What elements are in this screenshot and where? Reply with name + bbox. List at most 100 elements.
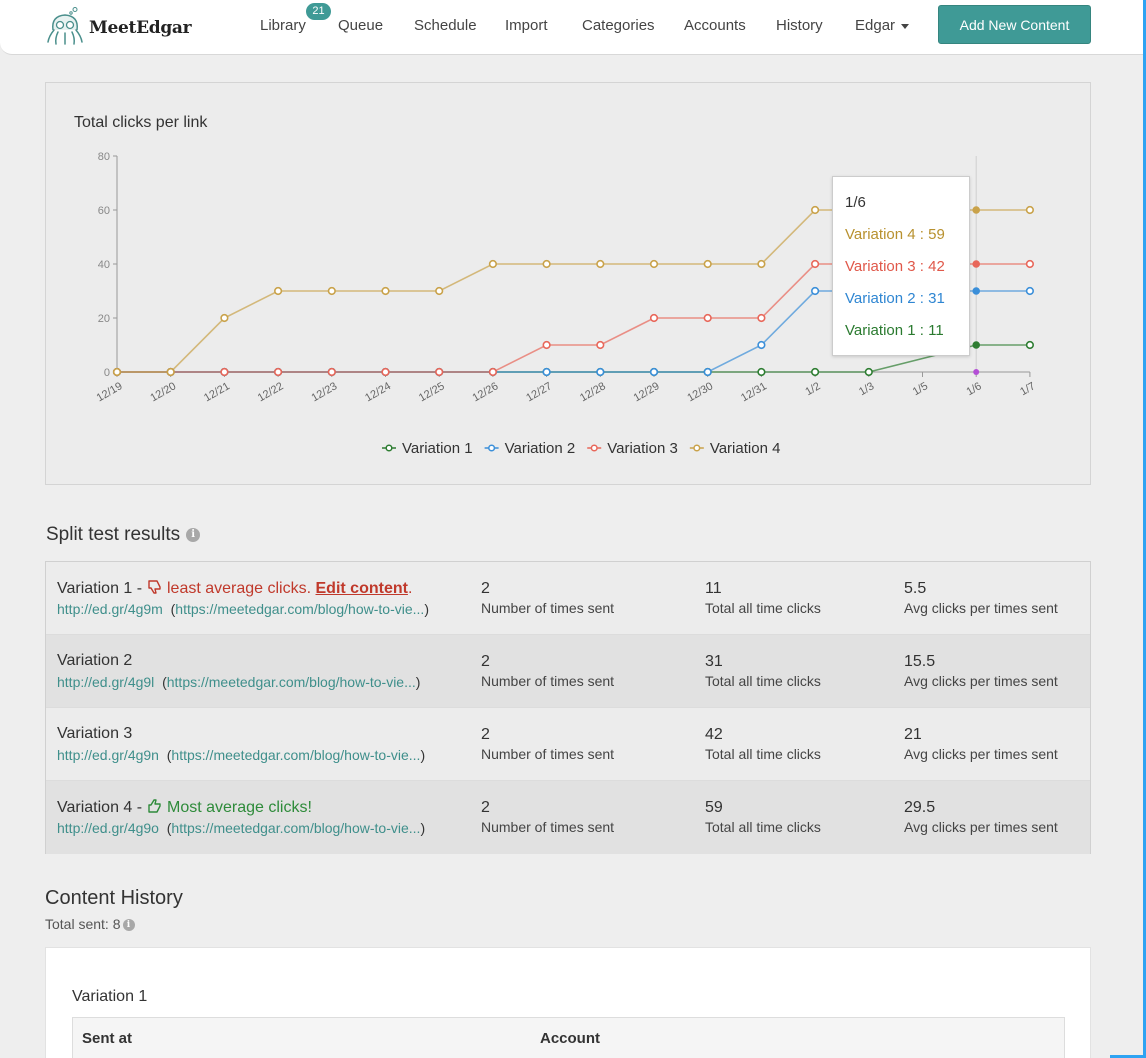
data-point xyxy=(757,340,766,350)
hover-marker xyxy=(973,369,980,375)
total-clicks-value: 31 xyxy=(705,653,723,670)
data-point xyxy=(649,367,659,377)
col-sent-at[interactable]: Sent at xyxy=(82,1030,133,1047)
library-count-badge: 21 xyxy=(306,3,331,20)
logo-text: MeetEdgar xyxy=(89,18,192,38)
long-link[interactable]: https://meetedgar.com/blog/how-to-vie... xyxy=(175,601,425,617)
data-point xyxy=(542,367,551,377)
times-sent-label: Number of times sent xyxy=(481,673,615,689)
data-point xyxy=(166,367,175,377)
short-link[interactable]: http://ed.gr/4g9m xyxy=(57,601,163,617)
short-link[interactable]: http://ed.gr/4g9o xyxy=(57,820,159,836)
nav-schedule[interactable]: Schedule xyxy=(414,17,477,34)
total-clicks-stat: 42 Total all time clicks xyxy=(705,726,821,762)
data-point xyxy=(810,259,820,269)
data-point xyxy=(435,286,444,296)
data-point xyxy=(1025,205,1035,215)
variation-name: Variation 2 xyxy=(57,652,133,669)
long-link[interactable]: https://meetedgar.com/blog/how-to-vie... xyxy=(171,820,421,836)
short-link[interactable]: http://ed.gr/4g9n xyxy=(57,747,159,763)
info-icon[interactable]: i xyxy=(186,527,201,542)
data-point xyxy=(220,367,229,377)
variation-links: http://ed.gr/4g9o (https://meetedgar.com… xyxy=(57,820,426,836)
y-tick-label: 40 xyxy=(98,259,110,271)
top-navbar: MeetEdgar Library 21 Queue Schedule Impo… xyxy=(0,0,1143,55)
x-tick-label: 12/23 xyxy=(309,380,339,404)
data-point xyxy=(757,367,766,377)
avg-clicks-label: Avg clicks per times sent xyxy=(904,600,1058,616)
data-point xyxy=(112,367,122,377)
data-point xyxy=(1025,259,1035,269)
avg-clicks-label: Avg clicks per times sent xyxy=(904,746,1058,762)
split-test-results-table: Variation 1 - least average clicks. Edit… xyxy=(45,561,1091,854)
data-point xyxy=(972,206,981,214)
x-tick-label: 1/6 xyxy=(964,380,983,398)
x-tick-label: 12/20 xyxy=(148,380,178,404)
data-point xyxy=(972,341,981,349)
data-point xyxy=(757,259,766,269)
nav-history[interactable]: History xyxy=(776,17,823,34)
times-sent-stat: 2 Number of times sent xyxy=(481,653,614,689)
long-link[interactable]: https://meetedgar.com/blog/how-to-vie... xyxy=(171,747,421,763)
nav-import[interactable]: Import xyxy=(505,17,548,34)
avg-clicks-stat: 15.5 Avg clicks per times sent xyxy=(904,653,1058,689)
add-new-content-button[interactable]: Add New Content xyxy=(938,5,1091,44)
nav-categories[interactable]: Categories xyxy=(582,17,655,34)
total-clicks-value: 42 xyxy=(705,726,723,743)
x-tick-label: 12/28 xyxy=(578,380,608,404)
x-tick-label: 1/2 xyxy=(803,380,822,398)
result-row: Variation 1 - least average clicks. Edit… xyxy=(46,562,1090,635)
data-point xyxy=(703,313,712,323)
total-clicks-value: 59 xyxy=(705,799,723,816)
window-border xyxy=(1143,0,1146,1058)
tooltip-line: Variation 4 : 59 xyxy=(845,226,945,243)
variation-links: http://ed.gr/4g9n (https://meetedgar.com… xyxy=(57,747,426,763)
avg-clicks-stat: 29.5 Avg clicks per times sent xyxy=(904,799,1058,835)
x-tick-label: 1/3 xyxy=(857,380,876,398)
history-variation-title: Variation 1 xyxy=(72,988,148,1005)
short-link[interactable]: http://ed.gr/4g9l xyxy=(57,674,155,690)
y-tick-label: 20 xyxy=(98,313,110,325)
data-point xyxy=(274,286,283,296)
x-tick-label: 12/22 xyxy=(256,380,286,404)
data-point xyxy=(972,287,981,295)
edit-content-suffix: . xyxy=(407,580,413,597)
most-clicks-text: Most average clicks! xyxy=(166,799,312,816)
legend-label: Variation 4 xyxy=(710,440,781,457)
x-tick-label: 12/29 xyxy=(632,380,662,404)
data-point xyxy=(703,367,712,377)
variation-links: http://ed.gr/4g9l (https://meetedgar.com… xyxy=(57,674,421,690)
data-point xyxy=(864,367,873,377)
nav-user-menu[interactable]: Edgar xyxy=(855,17,910,34)
variation-name: Variation 4 - Most average clicks! xyxy=(57,798,312,817)
user-name: Edgar xyxy=(855,17,896,34)
total-clicks-value: 11 xyxy=(705,580,722,597)
chart-panel: Total clicks per link 0 20 40 60 80 12/19 12/2… xyxy=(45,82,1091,485)
y-tick-label: 80 xyxy=(98,151,110,163)
most-clicks-note: Most average clicks! xyxy=(147,799,312,816)
x-tick-label: 12/27 xyxy=(524,380,554,404)
long-link[interactable]: https://meetedgar.com/blog/how-to-vie... xyxy=(166,674,416,690)
times-sent-label: Number of times sent xyxy=(481,819,615,835)
avg-clicks-label: Avg clicks per times sent xyxy=(904,673,1058,689)
x-tick-label: 1/7 xyxy=(1018,380,1037,398)
times-sent-stat: 2 Number of times sent xyxy=(481,580,614,616)
times-sent-value: 2 xyxy=(481,580,490,597)
nav-library[interactable]: Library xyxy=(260,17,306,34)
logo[interactable]: MeetEdgar xyxy=(45,6,192,46)
avg-clicks-value: 29.5 xyxy=(904,799,936,816)
times-sent-value: 2 xyxy=(481,799,490,816)
nav-accounts[interactable]: Accounts xyxy=(684,17,746,34)
times-sent-value: 2 xyxy=(481,726,490,743)
total-clicks-stat: 59 Total all time clicks xyxy=(705,799,821,835)
result-row: Variation 4 - Most average clicks! http:… xyxy=(46,781,1090,854)
nav-queue[interactable]: Queue xyxy=(338,17,384,34)
x-tick-label: 12/26 xyxy=(471,380,501,404)
data-point xyxy=(542,259,551,269)
data-point xyxy=(757,313,766,323)
col-account[interactable]: Account xyxy=(540,1030,600,1047)
edit-content-link[interactable]: Edit content xyxy=(315,580,408,597)
info-icon[interactable]: i xyxy=(122,919,135,932)
x-tick-label: 12/21 xyxy=(202,380,232,404)
